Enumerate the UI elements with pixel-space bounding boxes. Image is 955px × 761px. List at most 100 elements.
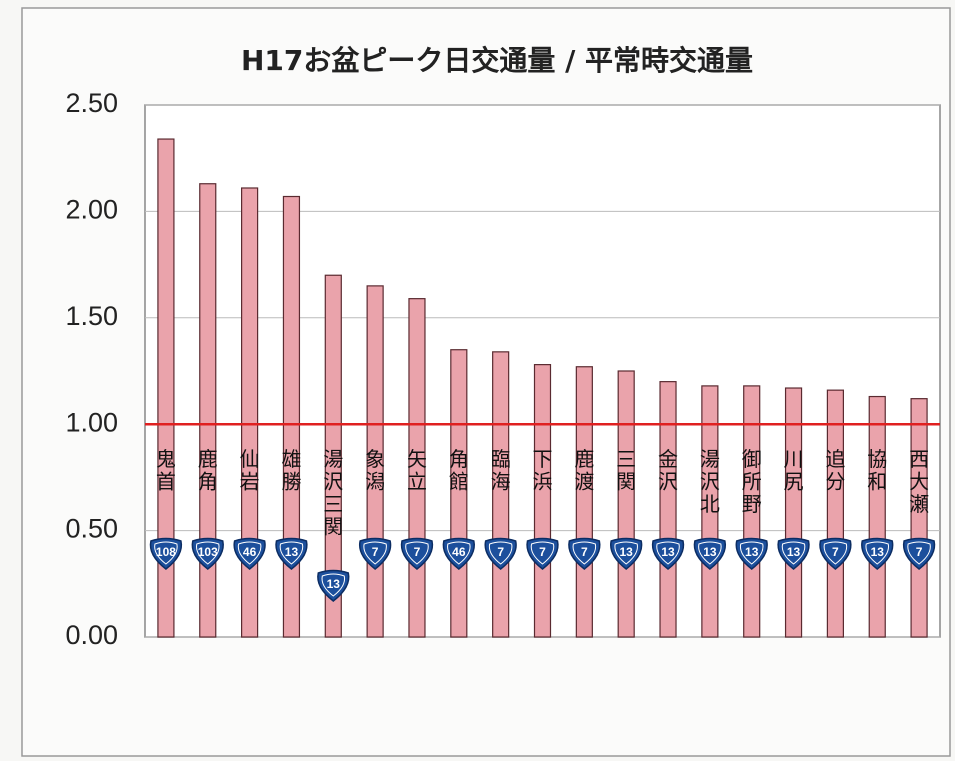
x-tick-label: 鹿角 — [198, 447, 218, 494]
bar — [157, 138, 175, 638]
shield-shape — [358, 537, 392, 570]
shield-inner — [781, 541, 806, 565]
shield-shape — [693, 537, 727, 570]
y-tick-label: 0.00 — [65, 620, 118, 650]
shield-shape — [442, 537, 475, 570]
shield-number: 7 — [414, 545, 421, 559]
route-shield: 7 — [568, 537, 601, 570]
route-shield: 46 — [233, 537, 266, 570]
route-shield: 7 — [358, 537, 392, 570]
shield-inner — [154, 541, 178, 565]
bar — [701, 385, 719, 638]
x-tick-label: 象潟 — [365, 447, 385, 494]
x-tick-label: 三関 — [616, 447, 636, 494]
shield-shape — [526, 537, 559, 570]
bar — [199, 183, 217, 638]
shield-shape — [610, 537, 643, 570]
bar — [659, 381, 677, 638]
bar — [282, 195, 301, 638]
shield-inner — [321, 573, 346, 597]
shield-shape — [861, 537, 894, 570]
x-tick-label: 鹿渡 — [574, 447, 594, 494]
shield-number: 13 — [620, 545, 634, 559]
route-shield: 13 — [693, 537, 727, 570]
shield-inner — [614, 541, 638, 565]
x-tick-label: 下浜 — [533, 447, 553, 494]
shield-shape — [400, 537, 434, 570]
shield-shape — [191, 537, 224, 570]
shield-number: 46 — [243, 545, 257, 559]
route-shield: 13 — [651, 537, 685, 570]
shield-shape — [317, 569, 350, 602]
route-shield: 7 — [400, 537, 434, 570]
shield-inner — [447, 541, 471, 565]
shield-inner — [530, 541, 555, 565]
route-shield: 7 — [484, 537, 517, 570]
shield-inner — [865, 541, 890, 565]
shield-shape — [819, 537, 852, 570]
x-tick-label: 矢立 — [407, 447, 427, 494]
shield-shape — [902, 537, 936, 570]
chart-title: H17お盆ピーク日交通量 / 平常時交通量 — [241, 44, 753, 77]
y-tick-label: 2.50 — [65, 88, 118, 118]
x-tick-label: 角館 — [449, 447, 469, 494]
shield-inner — [823, 541, 848, 565]
shield-shape — [777, 537, 810, 570]
shield-number: 13 — [871, 545, 885, 559]
shield-inner — [405, 541, 429, 565]
shield-shape — [484, 537, 517, 570]
shield-inner — [237, 541, 262, 565]
shield-number: 46 — [452, 545, 466, 559]
route-shield: 13 — [777, 537, 810, 570]
route-shield: 46 — [442, 537, 475, 570]
route-shield: 108 — [149, 537, 183, 570]
shield-number: 13 — [745, 545, 759, 559]
route-shield: 103 — [191, 537, 224, 570]
shield-inner — [572, 541, 597, 565]
x-tick-label: 御所野 — [742, 447, 762, 516]
y-tick-label: 1.00 — [65, 407, 118, 437]
shield-shape — [233, 537, 266, 570]
route-shield: 13 — [275, 537, 308, 570]
y-tick-label: 2.00 — [65, 195, 118, 225]
shield-number: 7 — [372, 545, 379, 559]
x-tick-label: 湯沢北 — [700, 447, 720, 516]
x-tick-label: 鬼首 — [156, 447, 176, 494]
bar — [826, 389, 844, 638]
shield-shape — [275, 537, 308, 570]
x-tick-label: 追分 — [825, 447, 845, 494]
shield-shape — [149, 537, 183, 570]
shield-shape — [735, 537, 768, 570]
shield-number: 13 — [327, 577, 341, 591]
shield-inner — [656, 541, 680, 565]
route-shield: 13 — [735, 537, 768, 570]
shield-number: 108 — [156, 545, 176, 559]
route-shield: 13 — [610, 537, 643, 570]
x-tick-label: 雄勝 — [281, 447, 301, 494]
x-tick-label: 金沢 — [658, 447, 678, 494]
y-tick-label: 1.50 — [65, 301, 118, 331]
shield-number: 13 — [703, 545, 717, 559]
bar — [241, 187, 259, 638]
route-shield: 7 — [819, 537, 852, 570]
shield-inner — [363, 541, 387, 565]
x-tick-label: 協和 — [867, 447, 887, 494]
shield-number: 7 — [497, 545, 504, 559]
bar — [910, 398, 928, 638]
shield-shape — [651, 537, 685, 570]
bar — [575, 366, 593, 638]
bar — [492, 351, 510, 638]
x-tick-label: 西大瀬 — [909, 447, 929, 516]
route-shield: 13 — [317, 569, 350, 602]
route-shield: 13 — [861, 537, 894, 570]
shield-shape — [568, 537, 601, 570]
shield-inner — [279, 541, 304, 565]
x-tick-label: 湯沢三関 — [323, 447, 343, 539]
bar — [533, 364, 552, 638]
bar — [450, 349, 468, 638]
shield-number: 7 — [581, 545, 588, 559]
shield-number: 13 — [787, 545, 801, 559]
shield-number: 7 — [832, 545, 839, 559]
route-shield: 7 — [526, 537, 559, 570]
